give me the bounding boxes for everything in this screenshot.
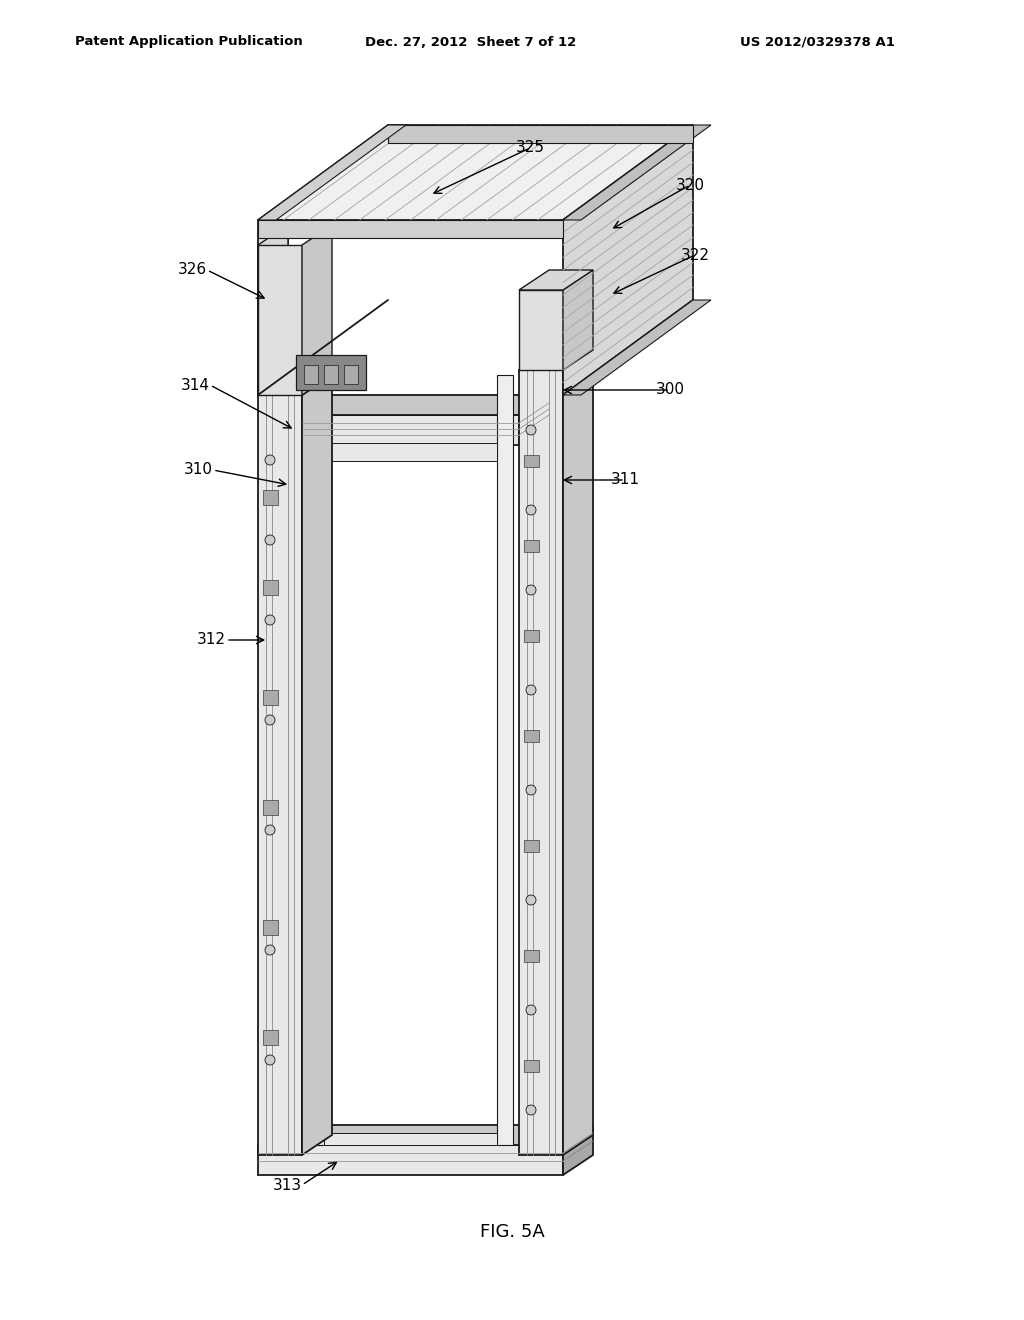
Polygon shape: [524, 630, 539, 642]
Polygon shape: [388, 125, 693, 143]
Polygon shape: [563, 350, 593, 1155]
Polygon shape: [563, 1125, 593, 1175]
Circle shape: [265, 825, 275, 836]
Polygon shape: [263, 490, 278, 506]
Circle shape: [265, 535, 275, 545]
Text: 312: 312: [197, 632, 226, 648]
Text: 300: 300: [655, 383, 684, 397]
Text: 322: 322: [681, 248, 710, 263]
Polygon shape: [263, 800, 278, 814]
Polygon shape: [258, 375, 288, 395]
Polygon shape: [344, 366, 358, 384]
Polygon shape: [519, 350, 593, 370]
Polygon shape: [258, 125, 406, 220]
Polygon shape: [263, 1030, 278, 1045]
Polygon shape: [258, 125, 693, 220]
Polygon shape: [258, 395, 302, 1155]
Polygon shape: [263, 690, 278, 705]
Polygon shape: [563, 125, 711, 220]
Polygon shape: [563, 271, 593, 370]
Circle shape: [265, 715, 275, 725]
Polygon shape: [563, 125, 693, 395]
Polygon shape: [324, 444, 497, 461]
Polygon shape: [324, 1133, 497, 1144]
Circle shape: [265, 945, 275, 954]
Polygon shape: [258, 375, 332, 395]
Text: 320: 320: [676, 177, 705, 193]
Polygon shape: [302, 375, 332, 1155]
Circle shape: [526, 895, 536, 906]
Circle shape: [526, 506, 536, 515]
Circle shape: [265, 615, 275, 624]
Polygon shape: [519, 290, 563, 370]
Polygon shape: [258, 220, 288, 395]
Text: 310: 310: [184, 462, 213, 478]
Polygon shape: [524, 730, 539, 742]
Polygon shape: [302, 414, 519, 445]
Text: Dec. 27, 2012  Sheet 7 of 12: Dec. 27, 2012 Sheet 7 of 12: [365, 36, 577, 49]
Circle shape: [265, 455, 275, 465]
Polygon shape: [324, 366, 338, 384]
Text: 314: 314: [181, 378, 210, 392]
Polygon shape: [263, 920, 278, 935]
Polygon shape: [524, 455, 539, 467]
Circle shape: [265, 1055, 275, 1065]
Text: FIG. 5A: FIG. 5A: [479, 1224, 545, 1241]
Circle shape: [526, 685, 536, 696]
Polygon shape: [308, 445, 324, 1144]
Polygon shape: [258, 1144, 563, 1175]
Circle shape: [526, 1105, 536, 1115]
Polygon shape: [258, 224, 288, 395]
Polygon shape: [258, 220, 563, 238]
Polygon shape: [524, 950, 539, 962]
Polygon shape: [563, 300, 711, 395]
Text: 326: 326: [178, 263, 207, 277]
Circle shape: [526, 585, 536, 595]
Polygon shape: [296, 355, 366, 389]
Polygon shape: [524, 840, 539, 851]
Polygon shape: [302, 395, 549, 414]
Polygon shape: [263, 579, 278, 595]
Polygon shape: [497, 375, 513, 1144]
Polygon shape: [304, 366, 318, 384]
Polygon shape: [519, 271, 593, 290]
Text: 325: 325: [515, 140, 545, 156]
Text: Patent Application Publication: Patent Application Publication: [75, 36, 303, 49]
Circle shape: [526, 425, 536, 436]
Polygon shape: [524, 540, 539, 552]
Polygon shape: [258, 246, 302, 395]
Polygon shape: [519, 370, 563, 1155]
Circle shape: [526, 785, 536, 795]
Polygon shape: [524, 1060, 539, 1072]
Text: US 2012/0329378 A1: US 2012/0329378 A1: [740, 36, 895, 49]
Circle shape: [526, 1005, 536, 1015]
Polygon shape: [302, 224, 332, 395]
Polygon shape: [258, 1125, 593, 1144]
Text: 311: 311: [610, 473, 640, 487]
Text: 313: 313: [272, 1177, 302, 1192]
